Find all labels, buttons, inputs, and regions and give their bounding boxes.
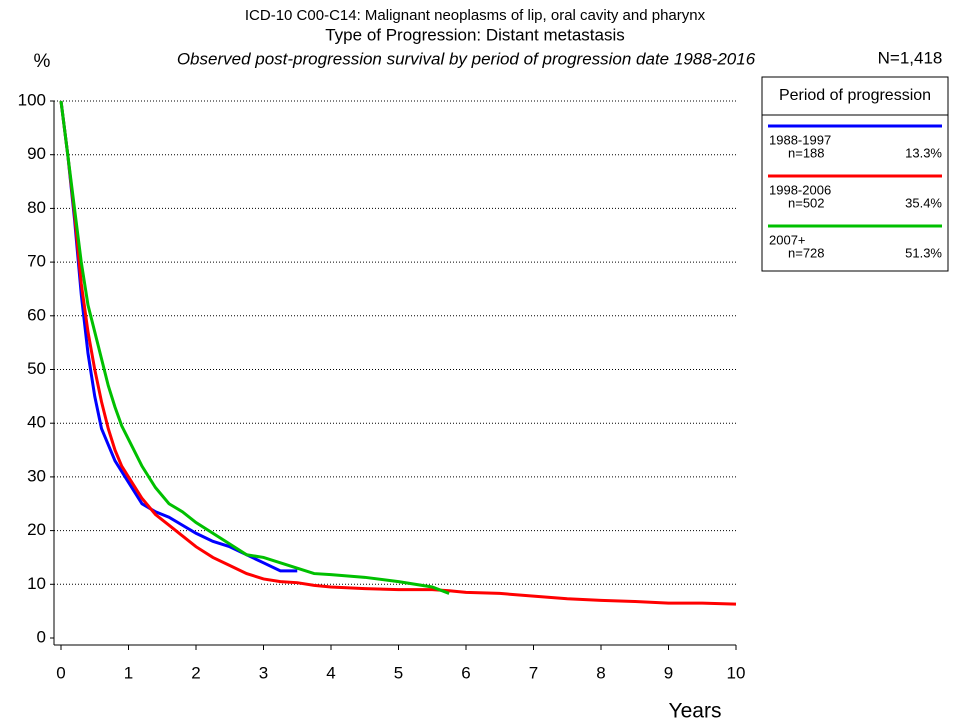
x-tick-label: 1: [124, 663, 133, 682]
x-tick-label: 2: [191, 663, 200, 682]
y-tick-label: 80: [27, 198, 46, 217]
total-count: N=1,418: [878, 48, 943, 67]
y-tick-label: 10: [27, 574, 46, 593]
y-tick-label: 90: [27, 144, 46, 163]
x-tick-label: 8: [596, 663, 605, 682]
legend-share: 13.3%: [905, 145, 942, 160]
legend-label: 1998-2006: [769, 182, 831, 197]
y-tick-label: 20: [27, 520, 46, 539]
x-tick-label: 3: [259, 663, 268, 682]
x-tick-label: 4: [326, 663, 335, 682]
x-tick-label: 7: [529, 663, 538, 682]
legend-title: Period of progression: [779, 87, 931, 104]
legend-count: n=502: [788, 195, 825, 210]
y-tick-label: 50: [27, 359, 46, 378]
legend-label: 2007+: [769, 232, 806, 247]
x-tick-label: 0: [56, 663, 65, 682]
y-axis-label: %: [34, 51, 51, 72]
y-tick-label: 0: [37, 627, 46, 646]
y-tick-label: 40: [27, 413, 46, 432]
series-line: [59, 100, 450, 595]
x-axis-label: Years: [669, 700, 722, 723]
legend-box: [761, 76, 949, 272]
x-tick-label: 10: [727, 663, 746, 682]
x-tick-label: 6: [461, 663, 470, 682]
x-tick-label: 9: [664, 663, 673, 682]
x-tick-label: 5: [394, 663, 403, 682]
y-tick-label: 30: [27, 466, 46, 485]
chart-title: ICD-10 C00-C14: Malignant neoplasms of l…: [245, 7, 706, 24]
legend-count: n=728: [788, 245, 825, 260]
y-tick-label: 100: [18, 90, 46, 109]
legend-share: 35.4%: [905, 195, 942, 210]
legend-count: n=188: [788, 145, 825, 160]
chart-subtitle: Type of Progression: Distant metastasis: [325, 25, 625, 44]
chart-caption: Observed post-progression survival by pe…: [177, 49, 756, 68]
y-tick-label: 70: [27, 252, 46, 271]
series-line: [59, 100, 737, 606]
legend-label: 1988-1997: [769, 132, 831, 147]
y-tick-label: 60: [27, 305, 46, 324]
legend-share: 51.3%: [905, 245, 942, 260]
